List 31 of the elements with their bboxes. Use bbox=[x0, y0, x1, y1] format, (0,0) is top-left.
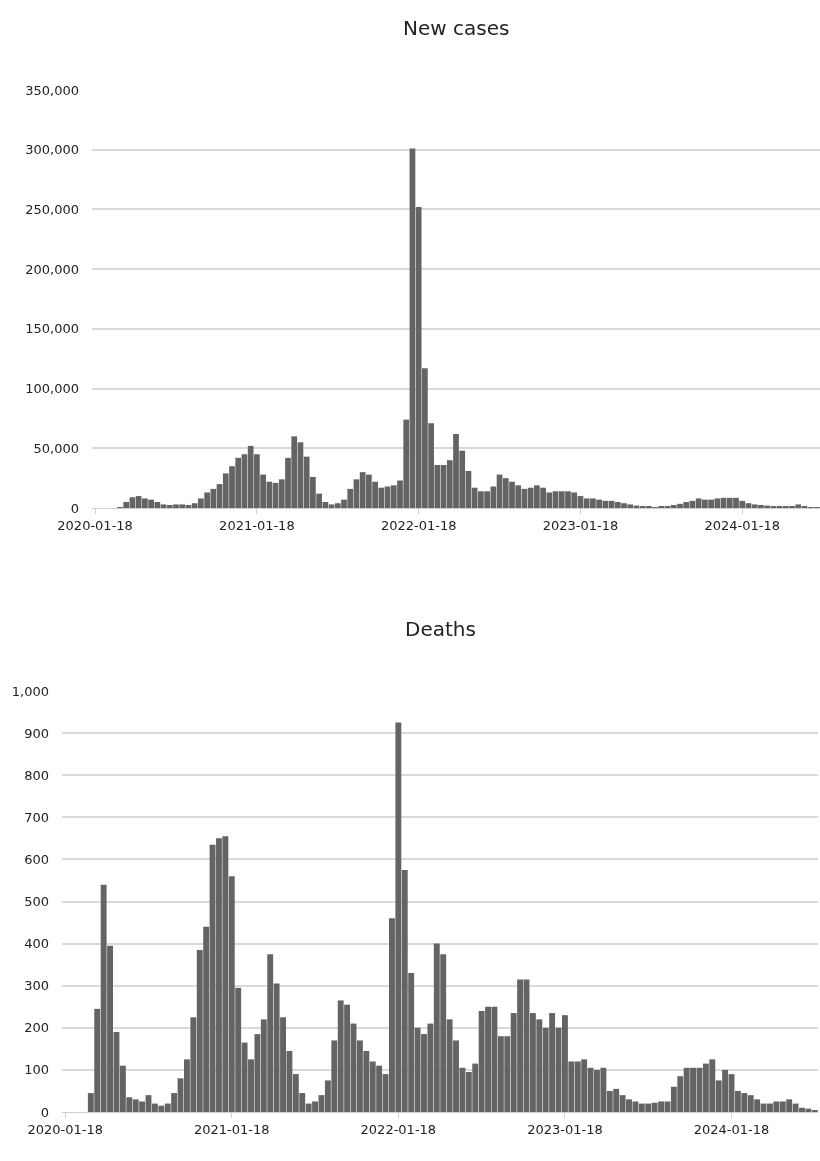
y-tick-label: 400 bbox=[24, 936, 49, 952]
y-tick-label: 500 bbox=[24, 894, 49, 910]
y-tick-label: 900 bbox=[24, 725, 49, 741]
x-tick-label: 2021-01-18 bbox=[219, 517, 295, 533]
y-tick-label: 1,000 bbox=[11, 683, 49, 699]
x-tick-label: 2024-01-18 bbox=[693, 1121, 770, 1137]
x-tick-label: 2021-01-18 bbox=[194, 1121, 270, 1137]
y-tick-label: 800 bbox=[24, 767, 49, 783]
y-tick-label: 250,000 bbox=[25, 201, 79, 217]
y-tick-label: 300,000 bbox=[25, 142, 79, 158]
x-tick-label: 2022-01-18 bbox=[380, 517, 457, 533]
y-tick-label: 50,000 bbox=[33, 440, 79, 456]
y-tick-label: 700 bbox=[24, 809, 49, 825]
chart-title: Deaths bbox=[405, 617, 476, 641]
y-tick-label: 600 bbox=[24, 851, 49, 867]
y-tick-label: 350,000 bbox=[25, 82, 79, 98]
y-tick-label: 0 bbox=[70, 500, 79, 516]
y-tick-label: 100,000 bbox=[25, 381, 79, 397]
y-tick-label: 0 bbox=[40, 1104, 49, 1120]
y-tick-label: 200,000 bbox=[25, 261, 79, 277]
y-tick-label: 200 bbox=[24, 1020, 49, 1036]
x-tick-label: 2022-01-18 bbox=[360, 1121, 437, 1137]
x-tick-label: 2020-01-18 bbox=[57, 517, 133, 533]
y-tick-label: 150,000 bbox=[25, 321, 79, 337]
x-tick-label: 2023-01-18 bbox=[527, 1121, 603, 1137]
x-tick-label: 2024-01-18 bbox=[704, 517, 780, 533]
x-tick-label: 2020-01-18 bbox=[27, 1121, 103, 1137]
chart-title: New cases bbox=[403, 16, 510, 40]
x-tick-label: 2023-01-18 bbox=[542, 517, 619, 533]
y-tick-label: 100 bbox=[24, 1062, 49, 1078]
y-tick-label: 300 bbox=[24, 978, 49, 994]
